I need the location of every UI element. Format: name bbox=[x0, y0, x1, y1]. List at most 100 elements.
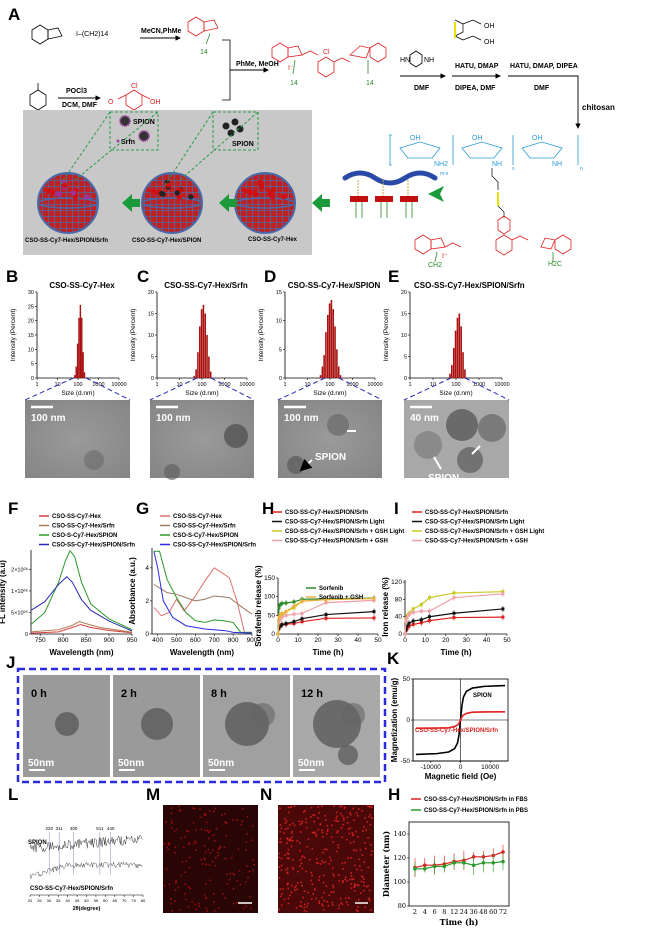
payload-dot bbox=[54, 190, 61, 197]
speckle bbox=[292, 868, 295, 871]
x-tick-label: 80 bbox=[141, 898, 146, 903]
speckle bbox=[305, 821, 308, 824]
y-axis-label: Iron release (%) bbox=[381, 577, 390, 637]
data-point bbox=[324, 613, 328, 617]
x-tick-label: 1000 bbox=[92, 382, 104, 388]
speckle bbox=[364, 906, 367, 909]
speckle bbox=[361, 854, 364, 856]
speckle bbox=[174, 889, 177, 891]
series-line bbox=[415, 711, 506, 729]
speckle bbox=[364, 817, 366, 820]
speckle bbox=[205, 907, 208, 910]
y-axis-label: Sorafenib release (%) bbox=[254, 565, 263, 647]
particle bbox=[224, 424, 248, 448]
speckle bbox=[289, 837, 291, 840]
speckle bbox=[367, 837, 369, 839]
particle bbox=[341, 703, 365, 727]
speckle bbox=[185, 860, 188, 862]
chitosan-structure bbox=[389, 134, 579, 166]
speckle bbox=[191, 901, 193, 903]
x-tick-label: 1000 bbox=[473, 382, 485, 388]
speckle bbox=[369, 899, 371, 902]
zoom-guide bbox=[277, 377, 383, 401]
panel-a-scheme: A I–(CH2)14 MeCN,PhMe 14 POCl3 DCM, DMF … bbox=[8, 5, 615, 269]
y-tick-label: 30 bbox=[28, 290, 34, 296]
speckle bbox=[322, 904, 324, 907]
speckle bbox=[291, 866, 294, 869]
speckle bbox=[217, 907, 220, 909]
speckle bbox=[280, 857, 283, 860]
speckle bbox=[225, 822, 228, 825]
legend-label: CSO-SS-Cy7-Hex/SPION/Srfn Light bbox=[425, 520, 524, 526]
speckle bbox=[245, 849, 247, 851]
particle bbox=[327, 414, 349, 436]
speckle bbox=[364, 847, 367, 850]
speckle bbox=[342, 823, 345, 826]
speckle bbox=[212, 849, 214, 852]
speckle bbox=[350, 857, 352, 859]
speckle bbox=[175, 880, 177, 882]
x-axis-label: Wavelength (nm) bbox=[170, 648, 234, 657]
histogram-bar bbox=[458, 313, 461, 378]
speckle bbox=[321, 831, 324, 834]
payload-dot bbox=[70, 190, 76, 196]
payload-dot bbox=[72, 194, 78, 200]
green-arrow-icon bbox=[312, 194, 330, 212]
data-point bbox=[300, 617, 304, 621]
speckle bbox=[177, 886, 179, 889]
y-tick-label: 0 bbox=[271, 631, 275, 638]
chart-title: CSO-SS-Cy7-Hex/Srfn bbox=[164, 281, 248, 290]
speckle bbox=[333, 805, 336, 807]
speckle bbox=[307, 902, 309, 905]
subscript-label: x bbox=[512, 166, 515, 172]
speckle bbox=[340, 827, 343, 829]
payload-dot bbox=[258, 182, 265, 188]
speckle bbox=[361, 830, 364, 832]
speckle bbox=[184, 883, 187, 885]
y-axis-label: Magnetization (emu/g) bbox=[390, 677, 399, 762]
speckle bbox=[194, 840, 196, 843]
speckle bbox=[204, 883, 207, 885]
speckle bbox=[286, 842, 288, 844]
speckle bbox=[251, 839, 254, 841]
speckle bbox=[363, 878, 365, 880]
speckle bbox=[304, 809, 306, 812]
speckle bbox=[353, 849, 355, 851]
speckle bbox=[284, 818, 286, 820]
payload-dot bbox=[269, 194, 275, 200]
speckle bbox=[305, 910, 308, 913]
data-point bbox=[407, 621, 411, 625]
speckle bbox=[300, 905, 303, 908]
speckle bbox=[340, 805, 343, 807]
y-tick-label: 5 bbox=[279, 347, 282, 353]
series-line bbox=[414, 851, 504, 869]
speckle bbox=[342, 879, 344, 882]
speckle bbox=[284, 822, 287, 824]
speckle bbox=[343, 807, 346, 809]
speckle bbox=[337, 830, 339, 832]
speckle bbox=[368, 889, 371, 892]
x-tick-label: 30 bbox=[47, 898, 52, 903]
linker-bond bbox=[491, 168, 499, 190]
data-point bbox=[404, 628, 408, 632]
speckle bbox=[371, 850, 373, 852]
speckle bbox=[350, 872, 352, 874]
data-point bbox=[324, 616, 328, 620]
series-line bbox=[30, 623, 133, 634]
tem-images: 100 nm 100 nm 100 nm 40 nm SPION SPION bbox=[25, 400, 509, 484]
speckle bbox=[217, 851, 219, 854]
amine-label: NH bbox=[424, 57, 434, 64]
scale-bar-label: 100 nm bbox=[31, 413, 66, 424]
speckle bbox=[170, 822, 173, 824]
x-tick-label: 500 bbox=[171, 637, 182, 644]
speckle bbox=[238, 870, 241, 872]
peak-label: 400 bbox=[70, 826, 78, 831]
panel-label-m: M bbox=[146, 785, 160, 804]
speckle bbox=[315, 835, 317, 837]
y-tick-label: 20 bbox=[401, 290, 407, 296]
speckle bbox=[290, 806, 293, 808]
speckle bbox=[311, 831, 314, 834]
x-tick-label: 20 bbox=[314, 637, 322, 644]
speckle bbox=[213, 909, 216, 912]
alkyl-chain-label: 14 bbox=[200, 49, 208, 56]
